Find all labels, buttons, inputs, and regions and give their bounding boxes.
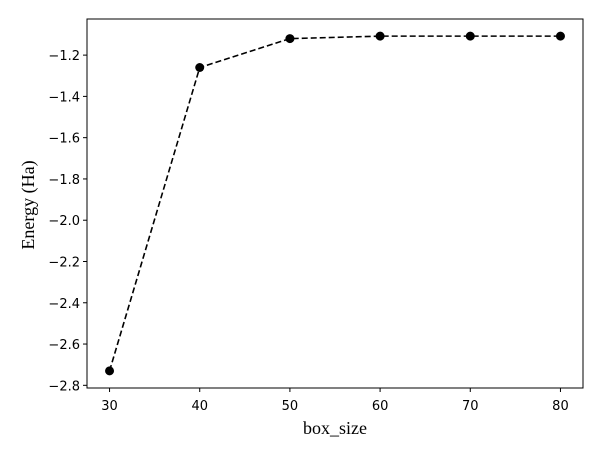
y-axis-ticks: −2.8 −2.6 −2.4 −2.2 −2.0 −1.8 −1.6 −1.4 −1.2 (48, 49, 87, 394)
data-point (105, 366, 115, 376)
y-tick-label: −1.8 (48, 173, 80, 188)
data-point (375, 31, 385, 41)
data-point (465, 31, 475, 41)
y-tick-label: −2.6 (48, 338, 80, 353)
x-tick-label: 80 (552, 399, 569, 414)
x-axis-ticks: 30 40 50 60 70 80 (101, 388, 569, 414)
y-tick-label: −2.2 (48, 255, 80, 270)
y-axis-label: Energy (Ha) (18, 160, 39, 249)
x-tick-label: 30 (101, 399, 118, 414)
y-tick-label: −2.0 (48, 214, 80, 229)
y-tick-label: −2.8 (48, 379, 80, 394)
data-point (195, 62, 205, 72)
y-tick-label: −1.2 (48, 49, 80, 64)
x-tick-label: 50 (282, 399, 299, 414)
y-tick-label: −1.6 (48, 132, 80, 147)
x-tick-label: 60 (372, 399, 389, 414)
x-tick-label: 70 (462, 399, 479, 414)
x-axis-label: box_size (303, 418, 367, 438)
plot-area (86, 18, 584, 389)
y-tick-label: −2.4 (48, 297, 80, 312)
plot-frame (86, 18, 584, 389)
x-tick-label: 40 (191, 399, 208, 414)
y-tick-label: −1.4 (48, 90, 80, 105)
series-line (108, 35, 561, 372)
data-point (555, 31, 565, 41)
data-point (285, 34, 295, 44)
